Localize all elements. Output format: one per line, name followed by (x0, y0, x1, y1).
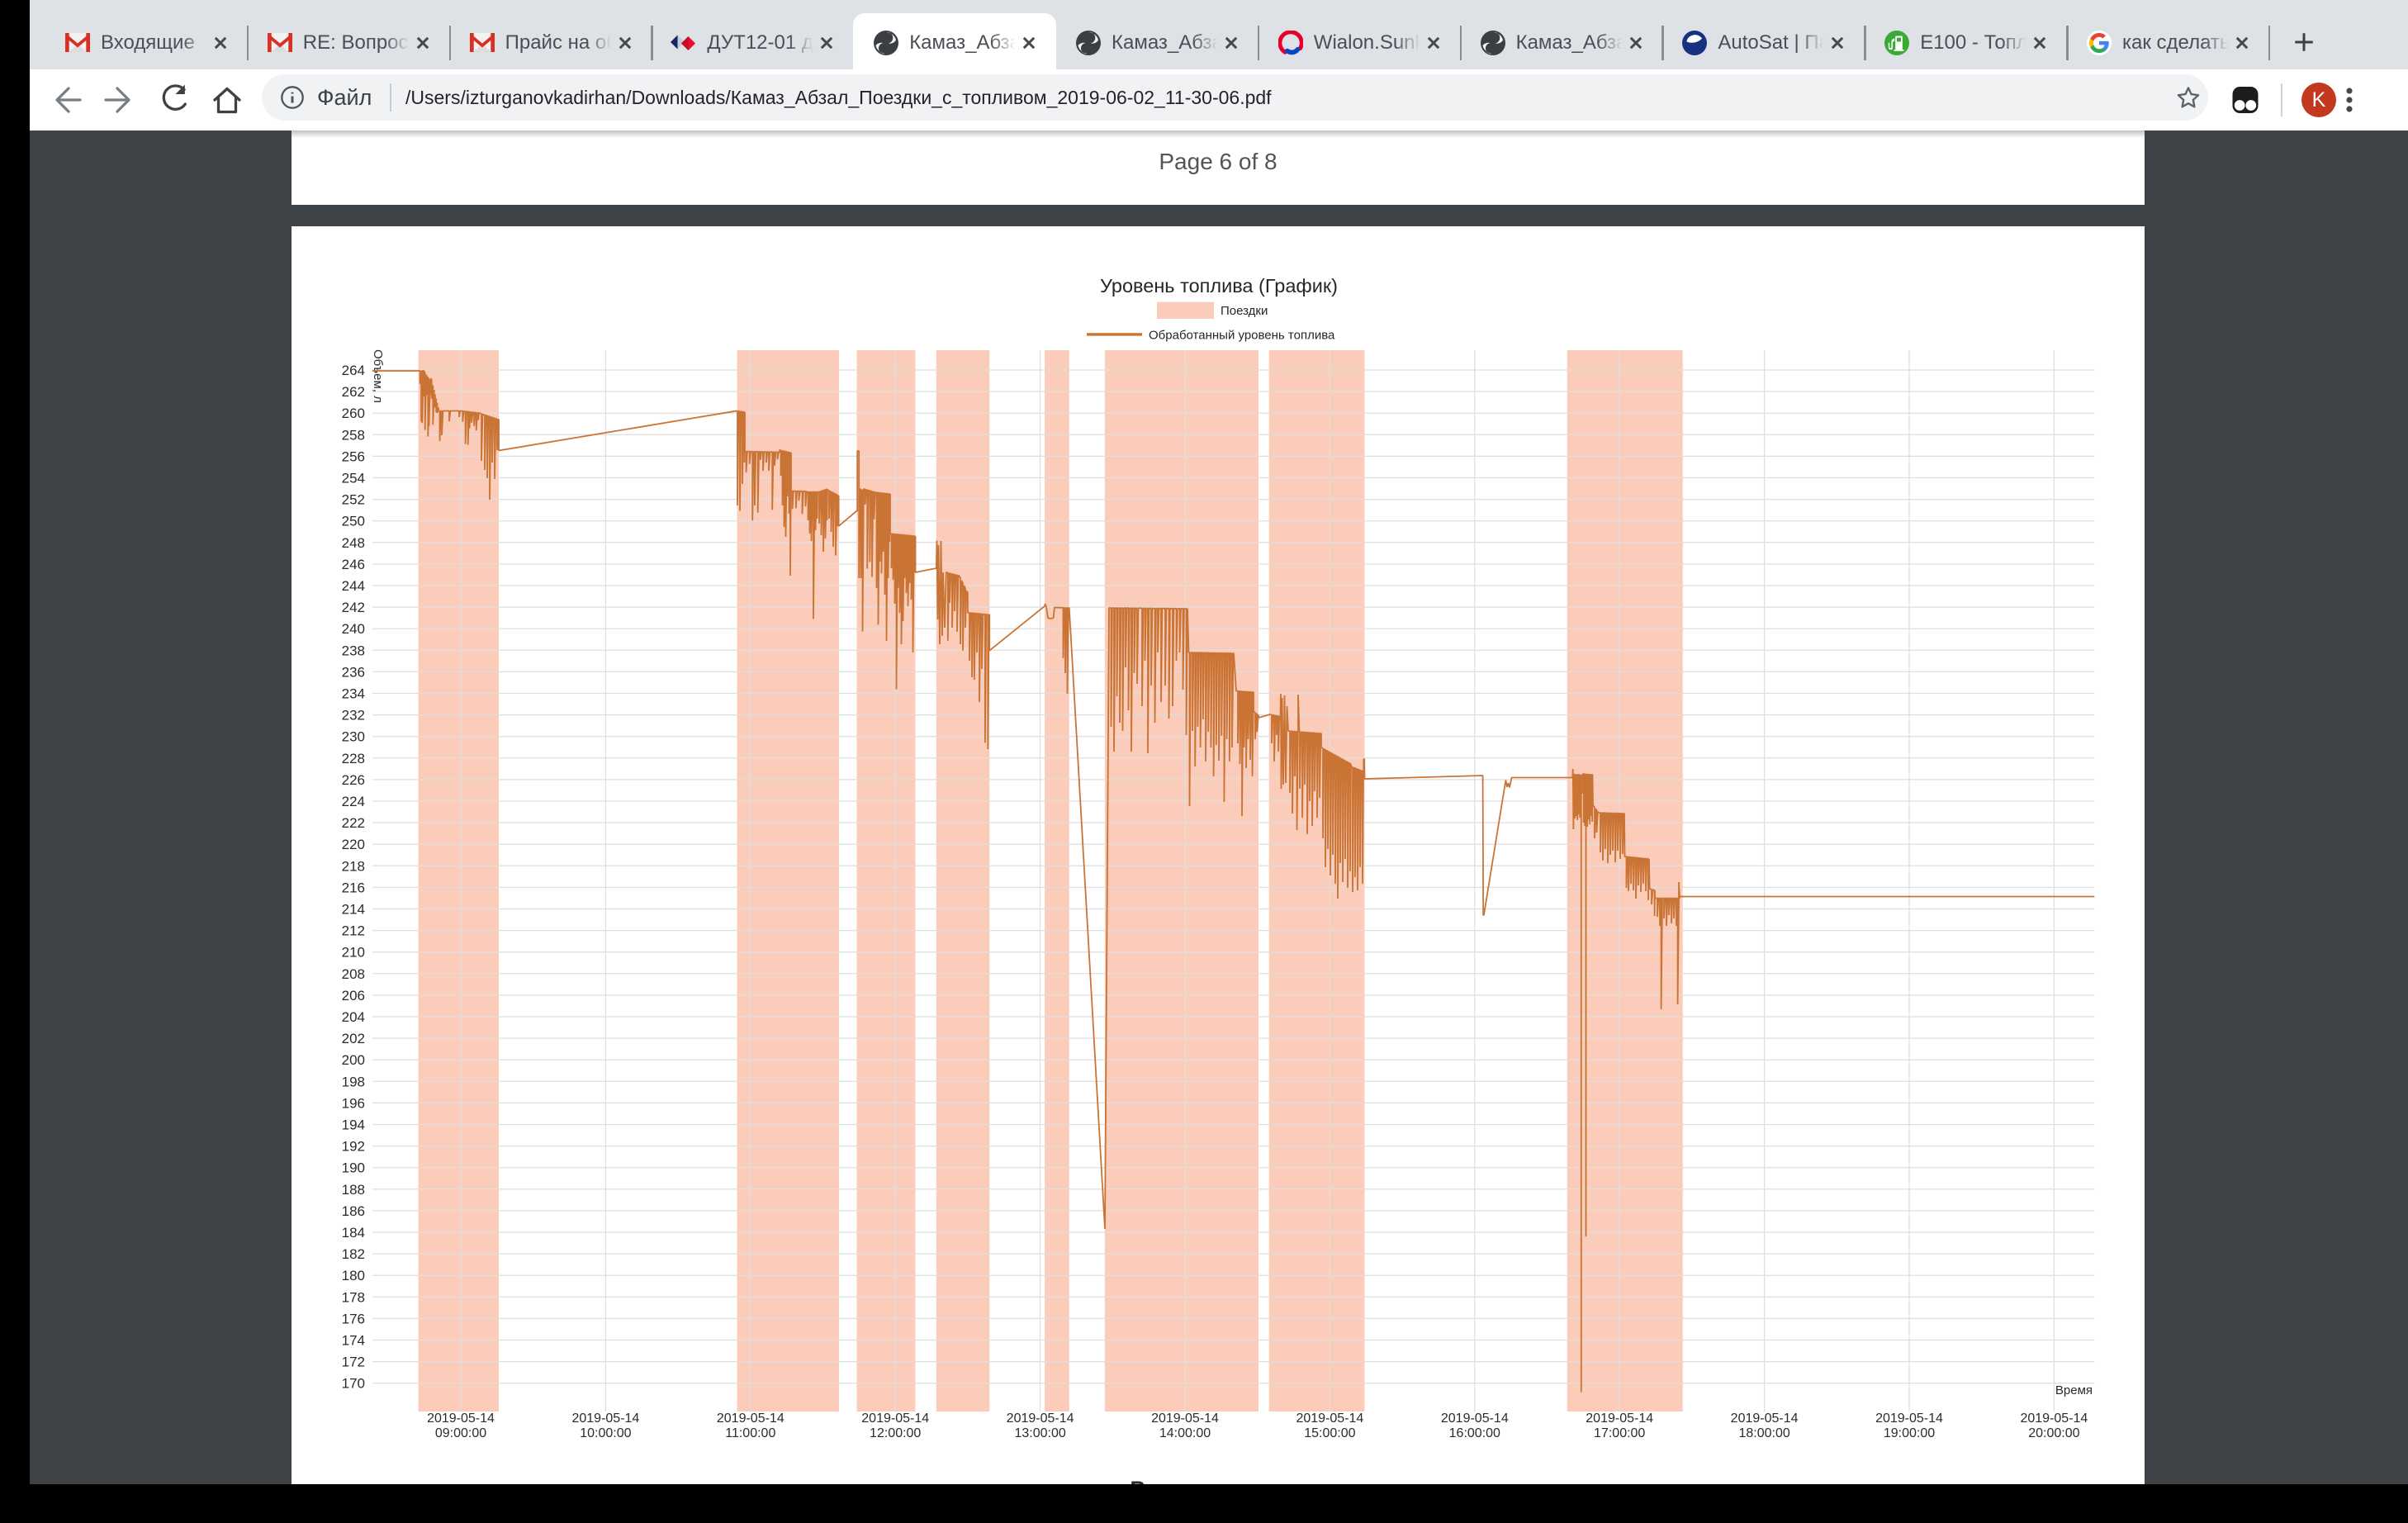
svg-text:262: 262 (342, 384, 365, 400)
svg-text:15:00:00: 15:00:00 (1304, 1426, 1355, 1440)
svg-text:194: 194 (342, 1117, 365, 1133)
svg-text:188: 188 (342, 1182, 365, 1198)
svg-text:178: 178 (342, 1289, 365, 1305)
svg-text:196: 196 (342, 1095, 365, 1111)
svg-text:2019-05-14: 2019-05-14 (1441, 1412, 1509, 1426)
svg-text:2019-05-14: 2019-05-14 (1296, 1412, 1363, 1426)
svg-text:220: 220 (342, 837, 365, 852)
svg-text:202: 202 (342, 1031, 365, 1046)
svg-text:2019-05-14: 2019-05-14 (1731, 1412, 1799, 1426)
svg-text:228: 228 (342, 751, 365, 766)
svg-text:Поездки: Поездки (1221, 304, 1268, 318)
svg-text:226: 226 (342, 772, 365, 788)
svg-text:Обработанный уровень топлива: Обработанный уровень топлива (1149, 329, 1335, 343)
svg-text:238: 238 (342, 643, 365, 658)
svg-text:252: 252 (342, 492, 365, 508)
svg-text:232: 232 (342, 708, 365, 724)
svg-text:224: 224 (342, 794, 365, 809)
svg-text:182: 182 (342, 1246, 365, 1262)
svg-text:180: 180 (342, 1268, 365, 1283)
svg-text:264: 264 (342, 363, 365, 378)
svg-text:170: 170 (342, 1376, 365, 1392)
svg-text:2019-05-14: 2019-05-14 (1151, 1412, 1219, 1426)
svg-text:17:00:00: 17:00:00 (1594, 1426, 1645, 1440)
svg-text:244: 244 (342, 578, 365, 594)
svg-text:186: 186 (342, 1203, 365, 1219)
svg-text:176: 176 (342, 1311, 365, 1326)
svg-text:174: 174 (342, 1333, 365, 1349)
svg-text:2019-05-14: 2019-05-14 (1875, 1412, 1943, 1426)
svg-text:210: 210 (342, 945, 365, 961)
svg-text:11:00:00: 11:00:00 (725, 1426, 775, 1440)
svg-text:240: 240 (342, 621, 365, 637)
svg-text:256: 256 (342, 448, 365, 464)
svg-text:18:00:00: 18:00:00 (1738, 1426, 1789, 1440)
svg-text:2019-05-14: 2019-05-14 (2020, 1412, 2088, 1426)
svg-text:16:00:00: 16:00:00 (1449, 1426, 1500, 1440)
svg-text:218: 218 (342, 858, 365, 874)
svg-text:190: 190 (342, 1160, 365, 1176)
svg-text:Время: Время (2055, 1383, 2093, 1397)
svg-text:204: 204 (342, 1009, 365, 1025)
svg-text:09:00:00: 09:00:00 (435, 1426, 486, 1440)
svg-text:208: 208 (342, 966, 365, 982)
svg-text:2019-05-14: 2019-05-14 (1007, 1412, 1074, 1426)
svg-text:2019-05-14: 2019-05-14 (861, 1412, 929, 1426)
svg-text:234: 234 (342, 686, 365, 702)
svg-text:Объем, л: Объем, л (371, 349, 385, 403)
svg-text:2019-05-14: 2019-05-14 (717, 1412, 784, 1426)
svg-text:2019-05-14: 2019-05-14 (571, 1412, 639, 1426)
svg-text:14:00:00: 14:00:00 (1159, 1426, 1211, 1440)
svg-text:198: 198 (342, 1074, 365, 1089)
svg-text:12:00:00: 12:00:00 (870, 1426, 921, 1440)
svg-text:19:00:00: 19:00:00 (1884, 1426, 1935, 1440)
svg-text:250: 250 (342, 514, 365, 529)
svg-text:248: 248 (342, 535, 365, 551)
svg-text:192: 192 (342, 1139, 365, 1155)
svg-text:20:00:00: 20:00:00 (2028, 1426, 2079, 1440)
svg-text:258: 258 (342, 427, 365, 443)
svg-text:2019-05-14: 2019-05-14 (427, 1412, 495, 1426)
svg-text:172: 172 (342, 1355, 365, 1370)
svg-text:214: 214 (342, 902, 365, 918)
svg-text:13:00:00: 13:00:00 (1014, 1426, 1065, 1440)
svg-text:216: 216 (342, 880, 365, 895)
svg-text:2019-05-14: 2019-05-14 (1586, 1412, 1653, 1426)
svg-text:242: 242 (342, 600, 365, 615)
svg-text:260: 260 (342, 406, 365, 421)
svg-text:206: 206 (342, 988, 365, 1003)
svg-text:Уровень топлива (График): Уровень топлива (График) (1100, 275, 1338, 297)
svg-text:212: 212 (342, 923, 365, 939)
svg-text:246: 246 (342, 557, 365, 572)
svg-text:184: 184 (342, 1225, 365, 1241)
svg-text:222: 222 (342, 815, 365, 831)
svg-text:10:00:00: 10:00:00 (580, 1426, 631, 1440)
svg-text:230: 230 (342, 729, 365, 745)
svg-text:236: 236 (342, 664, 365, 680)
svg-text:254: 254 (342, 471, 365, 486)
svg-text:200: 200 (342, 1052, 365, 1068)
